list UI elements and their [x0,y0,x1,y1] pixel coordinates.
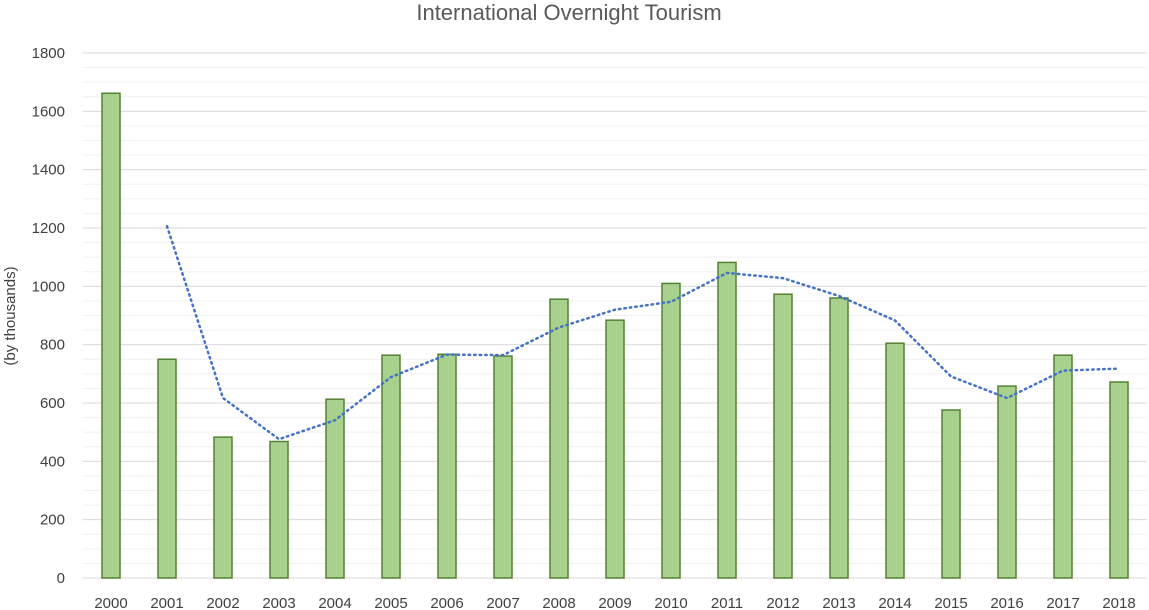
bar [997,385,1017,579]
x-tick-label: 2016 [990,595,1023,610]
y-tick-label: 400 [40,453,65,470]
x-axis: 2000 2001 2002 2003 2004 2005 2006 2007 2008 2009… [94,595,1135,610]
x-tick-label: 2008 [542,595,575,610]
x-tick-label: 2004 [318,595,351,610]
x-tick-label: 2015 [934,595,967,610]
x-tick-label: 2012 [766,595,799,610]
x-tick-label: 2010 [654,595,687,610]
x-tick-label: 2014 [878,595,911,610]
bar [773,293,793,579]
bar [269,440,289,579]
bar [885,342,905,579]
bar [325,398,345,579]
bar [829,297,849,579]
bar [157,358,177,579]
y-tick-label: 1200 [32,220,65,237]
bar [941,409,961,579]
chart-title: International Overnight Tourism [416,0,721,25]
bar [437,353,457,579]
bar [717,261,737,579]
bar [1109,381,1129,579]
bar [661,282,681,579]
x-tick-label: 2001 [150,595,183,610]
x-tick-label: 2017 [1046,595,1079,610]
y-tick-label: 1000 [32,278,65,295]
bar [549,298,569,579]
trend-line [165,225,1121,441]
x-tick-label: 2006 [430,595,463,610]
bar-series [101,92,1129,579]
y-tick-label: 1400 [32,162,65,179]
bar [381,354,401,579]
bar [605,319,625,579]
y-axis: 0 200 400 600 800 1000 1200 1400 1600 1800 [32,45,65,587]
bar [101,92,121,579]
y-tick-label: 200 [40,512,65,529]
bar [213,436,233,579]
x-tick-label: 2002 [206,595,239,610]
x-tick-label: 2013 [822,595,855,610]
x-tick-label: 2000 [94,595,127,610]
trend-line-series [165,225,1121,441]
y-tick-label: 600 [40,395,65,412]
x-tick-label: 2011 [711,595,743,610]
x-tick-label: 2007 [486,595,519,610]
x-tick-label: 2005 [374,595,407,610]
x-tick-label: 2009 [598,595,631,610]
y-tick-label: 0 [57,570,65,587]
x-tick-label: 2018 [1102,595,1135,610]
y-axis-label: (by thousands) [2,266,19,365]
bar [1053,354,1073,579]
bar [493,355,513,579]
y-tick-label: 800 [40,337,65,354]
y-tick-label: 1800 [32,45,65,62]
x-tick-label: 2003 [262,595,295,610]
y-tick-label: 1600 [32,103,65,120]
